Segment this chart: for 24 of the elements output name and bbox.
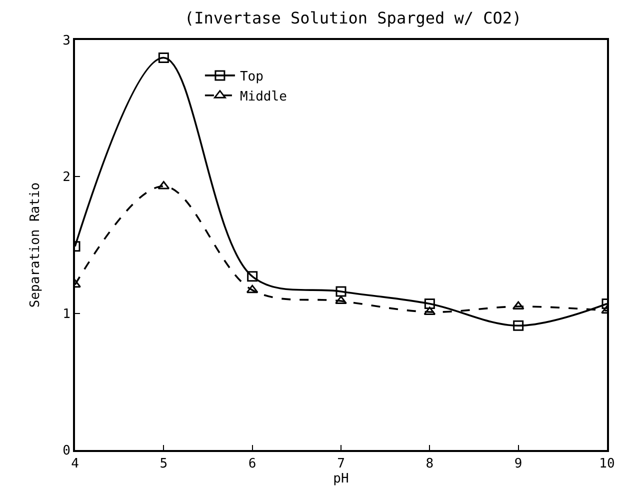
point <box>424 298 435 310</box>
x-tick-label: 10 <box>599 456 615 472</box>
legend-label: Middle <box>240 89 288 104</box>
x-tick-label: 9 <box>514 456 522 472</box>
y-tick-label: 0 <box>62 444 70 459</box>
point <box>246 284 258 294</box>
x-tick-label: 5 <box>160 456 168 472</box>
point <box>513 320 524 331</box>
y-axis-title: Separation Ratio <box>28 182 44 308</box>
point <box>158 52 169 64</box>
chart-title: (Invertase Solution Sparged w/ CO2) <box>184 8 522 28</box>
point <box>158 180 170 190</box>
x-axis-title: pH <box>333 472 349 487</box>
x-tick-label: 4 <box>71 456 80 472</box>
y-tick-label: 3 <box>62 34 70 49</box>
y-tick-label: 2 <box>62 170 70 186</box>
point <box>247 271 258 282</box>
x-tick-label: 6 <box>248 456 256 472</box>
x-tick-label: 7 <box>337 456 345 472</box>
point <box>336 286 346 297</box>
legend-label: Top <box>240 70 264 85</box>
y-tick-label: 1 <box>62 306 70 322</box>
x-tick-label: 8 <box>426 456 434 472</box>
point <box>335 296 347 304</box>
